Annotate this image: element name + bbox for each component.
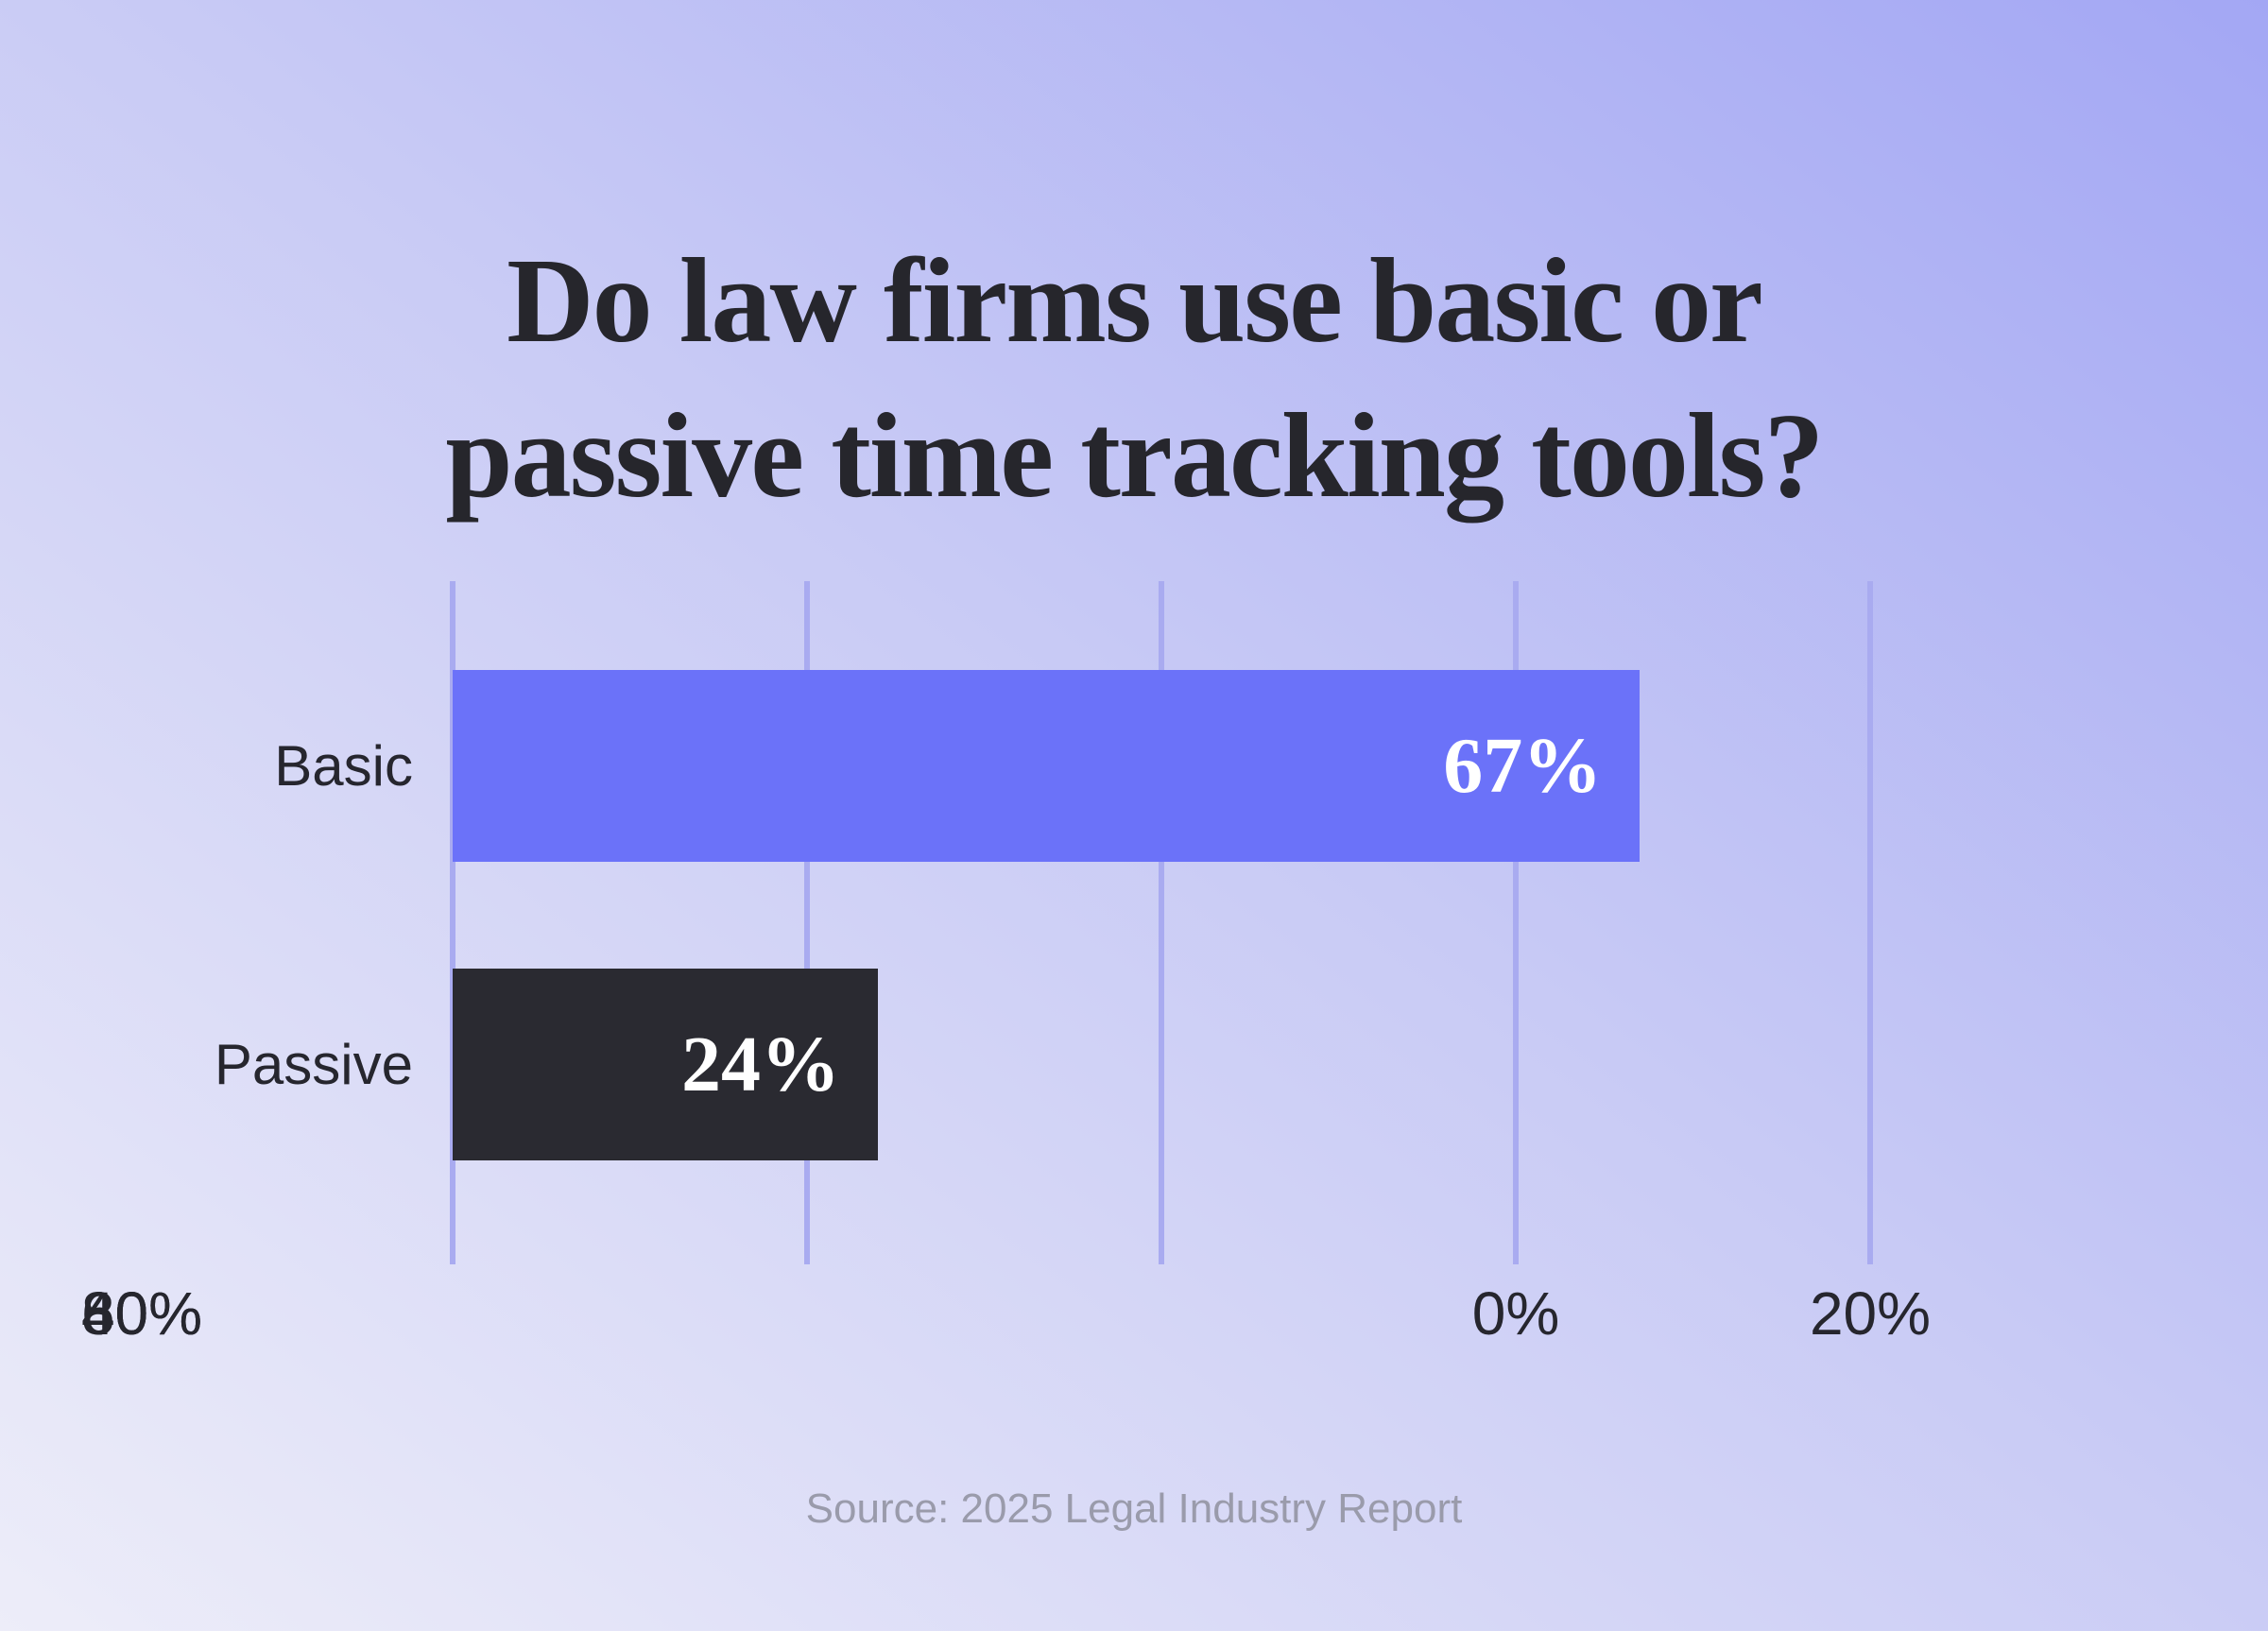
x-axis-tick-label: 80% xyxy=(80,1279,203,1348)
bar-basic: 67% xyxy=(453,670,1641,862)
bar-value-label-basic: 67% xyxy=(1443,722,1603,810)
category-label-passive: Passive xyxy=(214,1033,413,1096)
x-axis-tick-label: 60% xyxy=(80,1279,203,1348)
gridline xyxy=(804,581,810,1264)
gridline xyxy=(1867,581,1873,1264)
x-axis-tick-label: 0% xyxy=(1471,1279,1560,1348)
chart-title-line-1: Do law firms use basic or xyxy=(507,232,1763,368)
source-caption: Source: 2025 Legal Industry Report xyxy=(805,1485,1463,1532)
bar-passive: 24% xyxy=(453,969,878,1160)
bar-value-label-passive: 24% xyxy=(681,1021,840,1108)
category-label-basic: Basic xyxy=(274,734,413,798)
chart-title-line-2: passive time tracking tools? xyxy=(445,387,1824,523)
chart-title: Do law firms use basic or passive time t… xyxy=(0,223,2268,533)
x-axis-tick-label: 20% xyxy=(1809,1279,1932,1348)
gridline xyxy=(1513,581,1519,1264)
bar-chart-plot-area: 67% 24% xyxy=(450,581,1873,1264)
gridline xyxy=(1159,581,1164,1264)
x-axis-tick-label: 40% xyxy=(80,1279,203,1348)
gridline xyxy=(450,581,455,1264)
